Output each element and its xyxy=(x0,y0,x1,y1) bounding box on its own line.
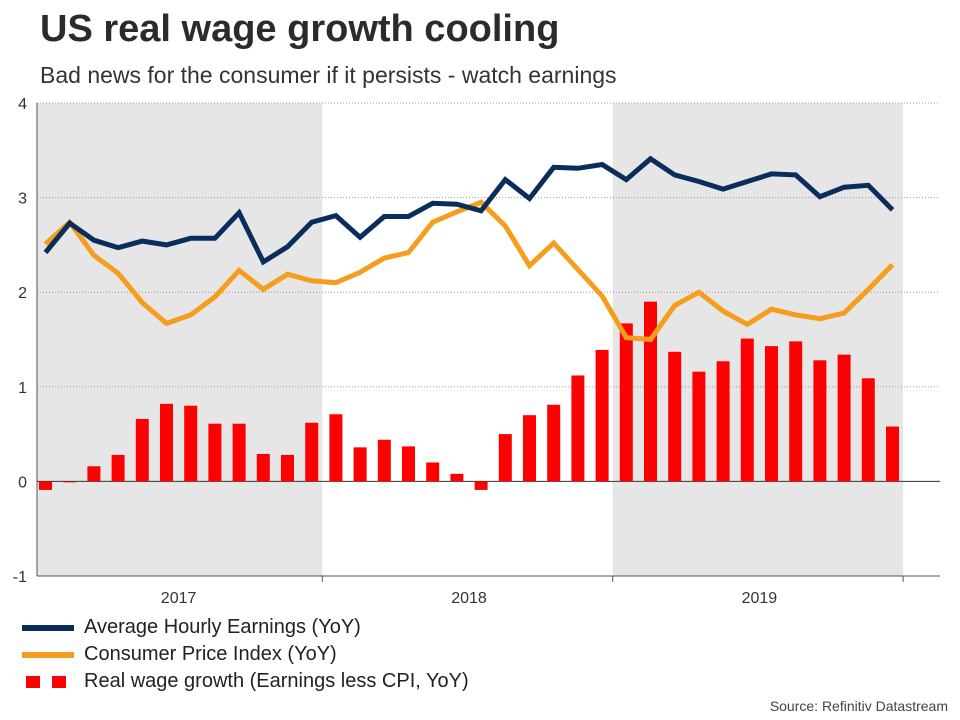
chart-subtitle: Bad news for the consumer if it persists… xyxy=(40,62,617,88)
y-tick-label: -1 xyxy=(13,569,27,586)
bar-real-wage xyxy=(450,473,464,482)
x-tick-label-2017: 2017 xyxy=(161,590,197,607)
bar-real-wage xyxy=(668,351,682,482)
bar-real-wage xyxy=(426,462,440,482)
bar-real-wage xyxy=(353,447,367,482)
bar-real-wage xyxy=(861,378,875,482)
bar-real-wage xyxy=(619,323,633,482)
y-tick-label: 4 xyxy=(18,96,27,113)
legend-cpi-swatch xyxy=(22,651,74,658)
bar-real-wage xyxy=(281,454,294,482)
bar-real-wage xyxy=(402,446,415,482)
legend-earnings-label: Average Hourly Earnings (YoY) xyxy=(84,616,361,638)
bar-real-wage xyxy=(886,426,899,482)
shade-band-2019 xyxy=(612,103,904,576)
bar-real-wage xyxy=(813,360,827,482)
y-tick-label: 2 xyxy=(18,285,27,302)
bar-real-wage xyxy=(692,371,706,482)
bar-real-wage xyxy=(39,481,52,490)
line-earnings xyxy=(43,155,895,266)
y-tick-label: 3 xyxy=(18,191,27,208)
bar-real-wage xyxy=(305,422,319,482)
bar-real-wage xyxy=(644,301,657,482)
legend-item-real-wage: Real wage growth (Earnings less CPI, YoY… xyxy=(22,670,469,693)
bar-real-wage xyxy=(837,354,851,482)
bar-real-wage xyxy=(789,341,803,482)
x-tick-label-2019: 2019 xyxy=(742,590,778,607)
legend-real-wage-label: Real wage growth (Earnings less CPI, YoY… xyxy=(84,670,469,692)
chart-title: US real wage growth cooling xyxy=(40,8,560,50)
bar-real-wage xyxy=(111,454,125,482)
bar-real-wage xyxy=(377,439,391,482)
shade-band-2017 xyxy=(37,103,323,576)
source-note: Source: Refinitiv Datastream xyxy=(769,698,948,714)
bar-real-wage xyxy=(184,405,198,482)
legend-item-cpi: Consumer Price Index (YoY) xyxy=(22,643,337,666)
bar-real-wage xyxy=(63,481,77,483)
bar-real-wage xyxy=(498,434,512,482)
bar-real-wage xyxy=(595,349,609,482)
bar-real-wage xyxy=(740,338,754,482)
bar-real-wage xyxy=(160,403,173,482)
legend-real-wage-swatch xyxy=(22,675,74,688)
bar-real-wage xyxy=(256,453,270,482)
bar-real-wage xyxy=(329,414,343,482)
bar-real-wage xyxy=(135,418,149,482)
bar-real-wage xyxy=(571,375,585,482)
y-tick-label: 0 xyxy=(18,474,27,491)
legend-cpi-label: Consumer Price Index (YoY) xyxy=(84,643,337,665)
x-tick-label-2018: 2018 xyxy=(451,590,487,607)
bar-real-wage xyxy=(208,423,222,482)
bar-real-wage xyxy=(87,466,101,482)
bar-real-wage xyxy=(765,346,778,482)
legend-item-earnings: Average Hourly Earnings (YoY) xyxy=(22,616,361,639)
bar-real-wage xyxy=(474,481,488,490)
legend-earnings-swatch xyxy=(22,624,74,631)
bar-real-wage xyxy=(232,423,246,482)
y-tick-label: 1 xyxy=(18,380,27,397)
bar-real-wage xyxy=(547,404,561,482)
bar-real-wage xyxy=(716,361,730,482)
bar-real-wage xyxy=(523,415,536,482)
